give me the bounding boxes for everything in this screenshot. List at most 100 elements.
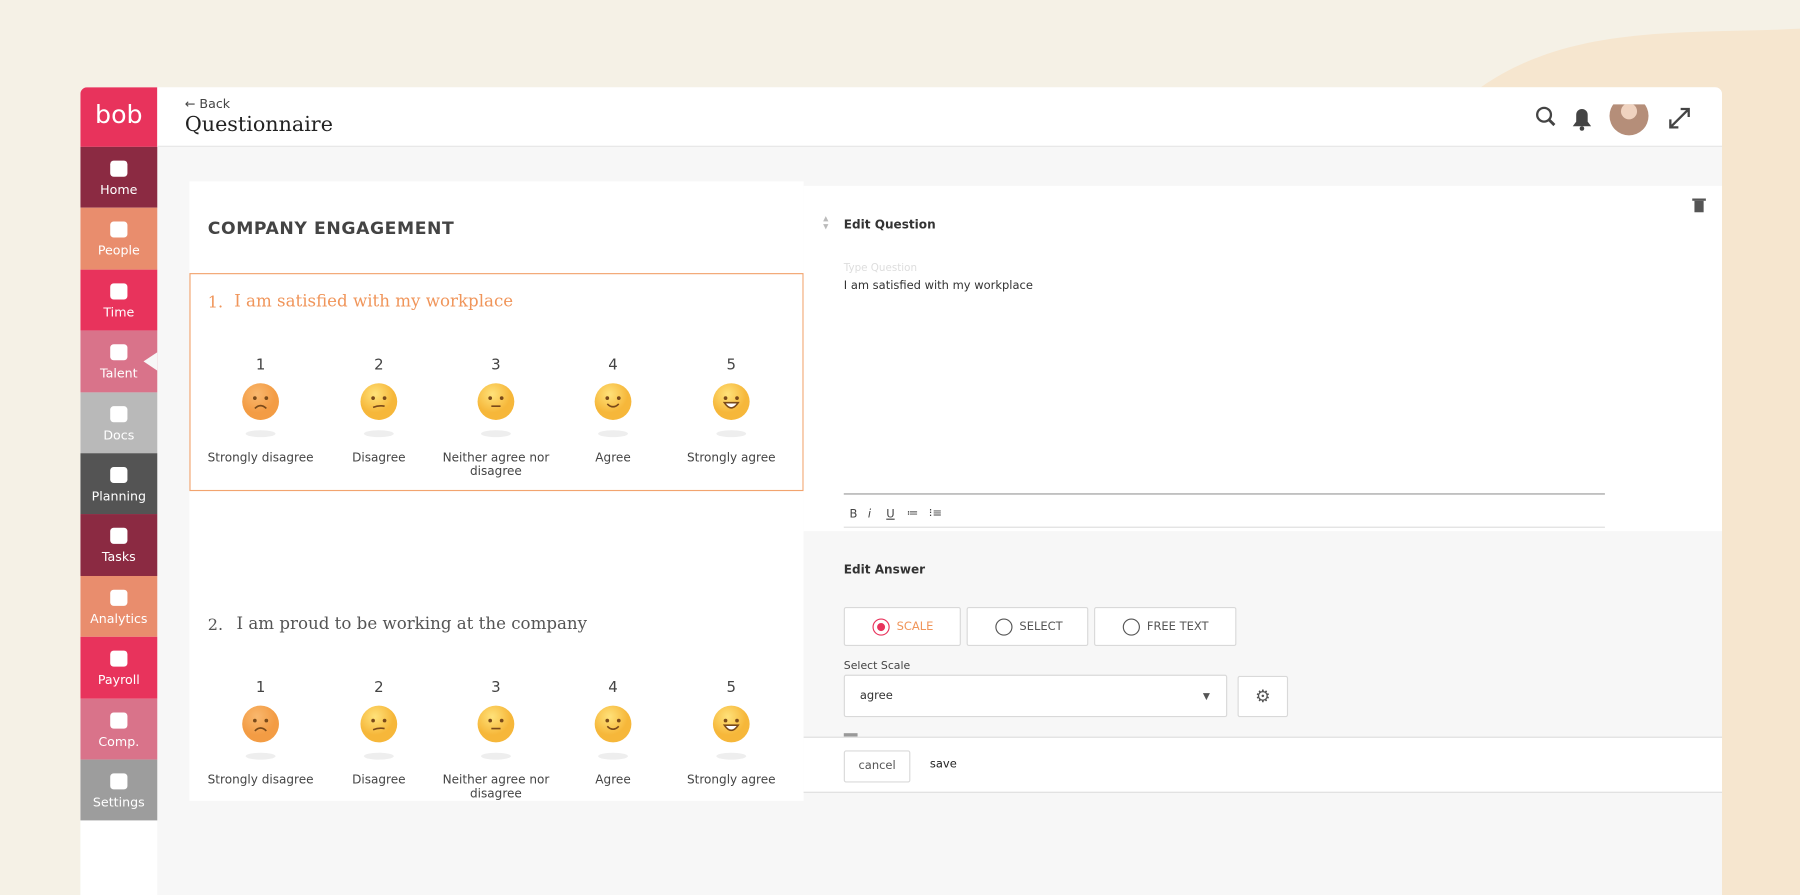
nav-item[interactable]: Planning [80,453,158,515]
radio[interactable] [872,618,890,636]
scale-number[interactable]: 2 [374,679,384,697]
dropdown-value[interactable]: agree [859,689,893,703]
settings-button[interactable]: ⚙ [1237,675,1289,718]
nav-label[interactable]: Payroll [97,672,140,688]
scale-number[interactable]: 3 [491,356,501,375]
scale-number[interactable]: 4 [608,356,618,375]
nav-item[interactable]: Payroll [80,637,158,699]
back-text[interactable]: Back [199,96,231,112]
nav-icon[interactable] [110,712,128,729]
emoji[interactable] [473,381,519,441]
nav-item[interactable]: Home [80,146,158,209]
nav-icon[interactable] [110,160,128,177]
scale-number[interactable]: 1 [255,679,266,697]
nav-icon[interactable] [110,773,128,790]
survey-card: COMPANY ENGAGEMENT 1. I am satisfied with… [189,181,804,801]
scale-label: Agree [595,773,631,788]
nav-item[interactable]: Analytics [80,575,158,638]
active-arrow [143,352,158,371]
emoji[interactable] [590,703,636,763]
nav-label[interactable]: Talent [100,366,138,382]
nav-icon[interactable] [110,466,128,484]
scale-label: Disagree [352,773,406,788]
nav-icon[interactable] [110,589,128,606]
answer-type-label[interactable]: SELECT [1019,620,1063,634]
radio-dot[interactable] [876,622,885,631]
footer-bar: cancel save [803,736,1722,793]
scale-dropdown[interactable]: agree ▼ [843,674,1228,718]
back-link[interactable]: ← Back [184,96,231,112]
nav-label[interactable]: Settings [92,795,145,811]
nav-icon[interactable] [110,528,128,545]
answer-type[interactable]: FREE TEXT [1094,606,1237,646]
scale-label: Neither agree nor disagree [442,450,550,479]
scale-number[interactable]: 5 [726,679,737,697]
nav-label[interactable]: Time [103,304,135,320]
save-button[interactable]: save [929,758,957,772]
nav-item[interactable]: Time [80,269,158,331]
input-underline [843,493,1605,495]
scale-label: Strongly agree [686,450,776,465]
scale-number[interactable]: 3 [491,679,501,697]
nav-item[interactable]: People [80,208,158,270]
format-button[interactable]: i [867,508,872,521]
nav-label[interactable]: Comp. [98,733,140,749]
radio[interactable] [1122,618,1140,636]
scale-number[interactable]: 1 [255,356,266,375]
emoji[interactable] [708,703,754,763]
nav-item[interactable]: Talent [80,330,158,392]
emoji[interactable] [708,381,754,441]
drag-handle[interactable]: ▲ ▼ [823,214,829,231]
nav-icon[interactable] [110,344,128,361]
emoji[interactable] [238,703,284,763]
emoji[interactable] [356,381,402,441]
answer-type[interactable]: SCALE [843,606,961,646]
scale-number[interactable]: 5 [726,356,737,375]
scale-label: Strongly disagree [207,773,314,788]
cancel-button[interactable]: cancel [843,750,911,783]
scale-number[interactable]: 2 [374,356,384,375]
nav-label[interactable]: Tasks [101,550,136,565]
delete-icon[interactable] [1692,197,1706,213]
nav-item[interactable]: Settings [80,759,158,821]
list-button[interactable]: ≔ [906,507,919,520]
answer-types: SCALE SELECT FREE TEXT [843,606,1303,646]
format-button[interactable]: B [849,508,858,521]
question-input[interactable]: I am satisfied with my workplace [843,279,1033,293]
nav-label[interactable]: Docs [103,427,135,443]
app-window: bob Home People Time Talent Docs Planning Task… [80,87,1723,895]
answer-type-label[interactable]: SCALE [896,620,934,634]
answer-type[interactable]: SELECT [966,606,1089,646]
answer-type-label[interactable]: FREE TEXT [1146,620,1209,634]
scale-label: Disagree [352,450,406,465]
edit-answer-title: Edit Answer [843,563,926,578]
question-number: 2. [207,616,224,635]
radio[interactable] [995,618,1013,636]
scale-label: Strongly agree [686,773,776,788]
nav-item[interactable]: Comp. [80,698,158,760]
nav-item[interactable]: Tasks [80,514,158,576]
ordered-list-button[interactable]: ⁝≡ [928,507,943,520]
scroll-hint [843,733,858,737]
dropdown-arrow[interactable]: ▼ [1202,690,1210,702]
scale-label: Neither agree nor disagree [442,773,550,801]
nav-item[interactable]: Docs [80,391,158,454]
emoji[interactable] [238,381,284,441]
survey-title: COMPANY ENGAGEMENT [207,218,455,239]
nav-label[interactable]: Planning [91,488,147,504]
emoji[interactable] [590,381,636,441]
scale-number[interactable]: 4 [608,679,618,697]
nav-label[interactable]: Home [100,182,138,198]
nav-icon[interactable] [110,283,128,300]
nav-label[interactable]: Analytics [90,611,148,627]
nav-icon[interactable] [110,405,128,422]
nav-icon[interactable] [110,650,128,667]
emoji[interactable] [356,703,402,763]
format-button[interactable]: U [886,508,895,521]
nav-icon[interactable] [110,221,128,238]
logo[interactable]: bob [80,87,158,147]
emoji[interactable] [473,703,519,763]
nav-label[interactable]: People [97,243,140,259]
